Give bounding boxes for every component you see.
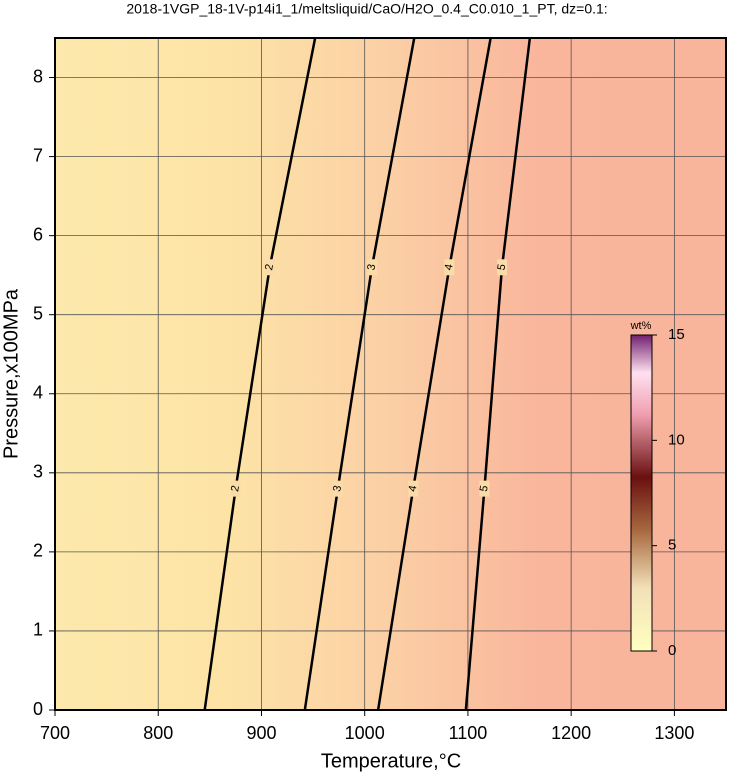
contour-line [203, 37, 317, 711]
y-tick-label: 8 [33, 66, 43, 86]
y-tick-label: 1 [33, 620, 43, 640]
plot-frame [54, 37, 727, 711]
colorbar-label: wt% [630, 320, 652, 332]
x-tick-label: 900 [246, 723, 276, 743]
y-tick-label: 4 [33, 383, 43, 403]
y-tick-label: 3 [33, 462, 43, 482]
contour-label: 2 [263, 263, 276, 271]
contour-label: 3 [331, 485, 344, 493]
contour-line [376, 37, 492, 711]
x-tick-label: 700 [40, 723, 70, 743]
y-tick-label: 0 [33, 699, 43, 719]
x-tick-label: 1000 [345, 723, 385, 743]
x-axis-label: Temperature,°C [321, 750, 461, 772]
colorbar-tick-label: 5 [668, 537, 676, 554]
y-axis-label: Pressure,x100MPa [0, 288, 22, 459]
y-tick-label: 6 [33, 224, 43, 244]
plot-background [55, 38, 726, 710]
x-tick-label: 1100 [449, 723, 488, 743]
contour-label-bg [496, 259, 507, 276]
y-tick-label: 2 [33, 541, 43, 561]
y-tick-label: 5 [33, 303, 43, 323]
contour-label-bg [230, 480, 241, 497]
contour-line [303, 37, 416, 711]
contour-line [464, 37, 532, 711]
contour-label-bg [444, 259, 455, 276]
x-tick-label: 1200 [551, 723, 591, 743]
contour-label-bg [479, 480, 490, 497]
x-tick-label: 800 [143, 723, 173, 743]
colorbar-tick-label: 15 [668, 326, 685, 343]
contour-label: 4 [407, 485, 420, 493]
colorbar-tick-label: 0 [668, 642, 676, 659]
contour-label: 5 [478, 485, 491, 493]
colorbar-tick-label: 10 [668, 431, 685, 448]
contour-label-bg [264, 259, 275, 276]
contour-label: 4 [443, 263, 456, 271]
contour-label-bg [332, 480, 343, 497]
contour-label: 3 [365, 263, 378, 271]
contour-label-bg [408, 480, 419, 497]
chart-title: 2018-1VGP_18-1V-p14i1_1/meltsliquid/CaO/… [126, 1, 607, 17]
contour-label: 2 [229, 485, 242, 493]
contour-label: 5 [495, 263, 508, 271]
contour-label-bg [366, 259, 377, 276]
y-tick-label: 7 [33, 145, 43, 165]
x-tick-label: 1300 [654, 723, 694, 743]
colorbar [630, 334, 653, 652]
